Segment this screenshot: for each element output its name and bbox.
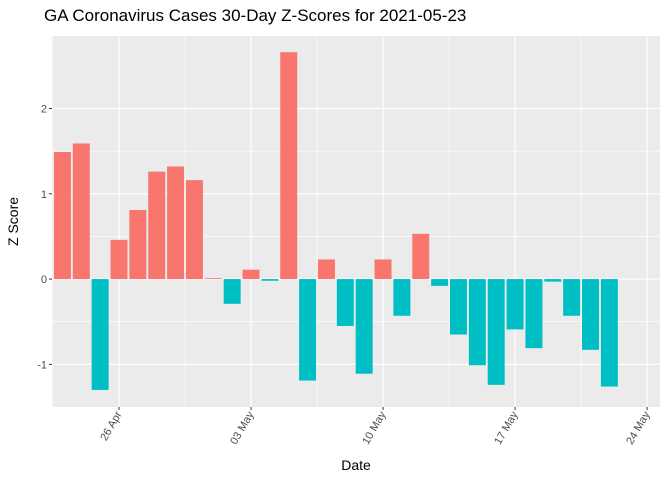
y-axis: -1 0 1 2 [37,103,52,371]
x-tick-label: 24 May [624,409,653,447]
y-tick-label: -1 [37,359,47,371]
bar-2021-05-14 [449,279,467,335]
bar-2021-05-13 [431,279,449,286]
bar-2021-05-02 [223,279,241,304]
y-tick-label: 1 [41,189,47,201]
x-tick-label: 17 May [492,409,521,447]
x-tick-label: 03 May [228,409,257,447]
bar-2021-05-15 [468,279,486,366]
bar-2021-05-10 [374,259,392,280]
y-tick-label: 0 [41,274,47,286]
bar-2021-04-30 [185,180,203,280]
bar-2021-05-06 [299,279,317,381]
x-axis-label: Date [341,457,371,473]
bar-2021-04-23 [53,151,71,280]
x-tick-label: 26 Apr [98,409,124,443]
bar-2021-05-21 [582,279,599,350]
bar-2021-05-16 [487,279,505,385]
bar-2021-05-18 [525,279,543,349]
bar-2021-05-01 [204,278,222,280]
bar-2021-05-05 [280,52,298,280]
bar-2021-05-08 [336,279,354,326]
bar-2021-05-12 [412,233,430,280]
bar-2021-04-24 [72,143,90,280]
bar-2021-05-11 [393,279,411,316]
bar-2021-04-29 [167,166,185,280]
x-axis: 26 Apr 03 May 10 May 17 May 24 May [98,407,653,447]
bar-2021-04-28 [148,171,166,280]
bar-2021-05-22 [600,279,618,387]
chart-title: GA Coronavirus Cases 30-Day Z-Scores for… [44,6,467,25]
bar-2021-05-03 [242,269,260,280]
x-tick-label: 10 May [360,409,389,447]
bars [53,52,618,390]
bar-2021-05-19 [544,279,562,282]
bar-2021-05-17 [506,279,524,330]
bar-2021-04-25 [91,279,109,390]
bar-2021-05-20 [563,279,581,316]
bar-2021-04-26 [110,239,128,280]
bar-2021-05-04 [261,279,279,281]
bar-2021-05-09 [355,279,373,374]
y-axis-label: Z Score [5,197,21,246]
y-tick-label: 2 [41,103,47,115]
bar-2021-04-27 [129,209,147,280]
bar-2021-05-07 [317,259,335,280]
